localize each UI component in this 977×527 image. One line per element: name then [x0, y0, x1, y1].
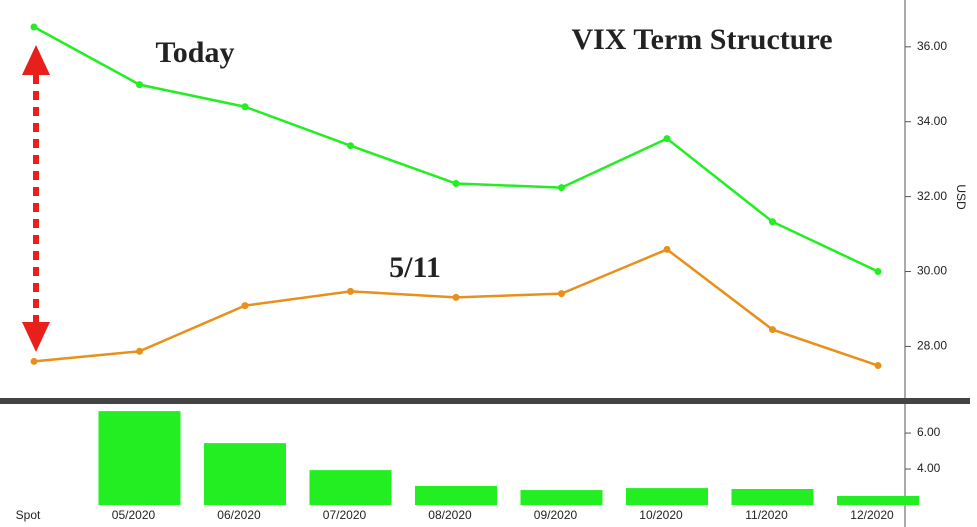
- data-point: [663, 245, 671, 253]
- y-tick-label: 32.00: [917, 189, 947, 203]
- x-tick-label: 09/2020: [534, 508, 578, 522]
- data-point: [769, 326, 776, 334]
- x-tick-label: 06/2020: [217, 508, 261, 522]
- y-tick-label: 4.00: [917, 461, 941, 475]
- y-tick-label: 34.00: [917, 114, 947, 128]
- data-point: [136, 81, 143, 89]
- data-point: [558, 290, 565, 298]
- y-axis-label: USD: [954, 184, 968, 210]
- data-point: [874, 268, 882, 276]
- data-point: [452, 180, 460, 188]
- x-tick-label: 10/2020: [639, 508, 683, 522]
- chart-title: VIX Term Structure: [571, 23, 832, 56]
- data-point: [874, 362, 882, 370]
- data-point: [769, 218, 776, 226]
- series-label: Today: [156, 36, 235, 69]
- data-point: [347, 287, 354, 295]
- panel-separator: [0, 398, 970, 404]
- x-tick-label: 05/2020: [112, 508, 156, 522]
- x-tick-label: 07/2020: [323, 508, 367, 522]
- y-tick-label: 36.00: [917, 39, 947, 53]
- data-point: [30, 357, 38, 365]
- x-tick-label: 08/2020: [428, 508, 472, 522]
- bar: [98, 411, 181, 505]
- data-point: [558, 184, 565, 192]
- arrow-head: [22, 45, 50, 75]
- y-tick-label: 28.00: [917, 339, 947, 353]
- data-point: [347, 142, 354, 150]
- bar: [204, 443, 286, 505]
- bar: [731, 488, 814, 505]
- y-tick-label: 30.00: [917, 264, 947, 278]
- arrow-head: [22, 322, 50, 352]
- data-point: [241, 103, 249, 111]
- data-point: [30, 23, 38, 31]
- data-point: [663, 135, 671, 143]
- bar: [837, 496, 919, 505]
- data-point: [136, 347, 143, 355]
- x-tick-label: Spot: [16, 508, 41, 522]
- bar: [626, 488, 708, 505]
- y-tick-label: 6.00: [917, 425, 941, 439]
- bar: [309, 470, 392, 505]
- data-point: [241, 302, 249, 310]
- x-tick-label: 12/2020: [850, 508, 894, 522]
- series-label: 5/11: [389, 251, 441, 284]
- x-tick-label: 11/2020: [745, 508, 788, 522]
- bar: [415, 485, 497, 505]
- bar: [520, 490, 603, 505]
- data-point: [452, 293, 460, 301]
